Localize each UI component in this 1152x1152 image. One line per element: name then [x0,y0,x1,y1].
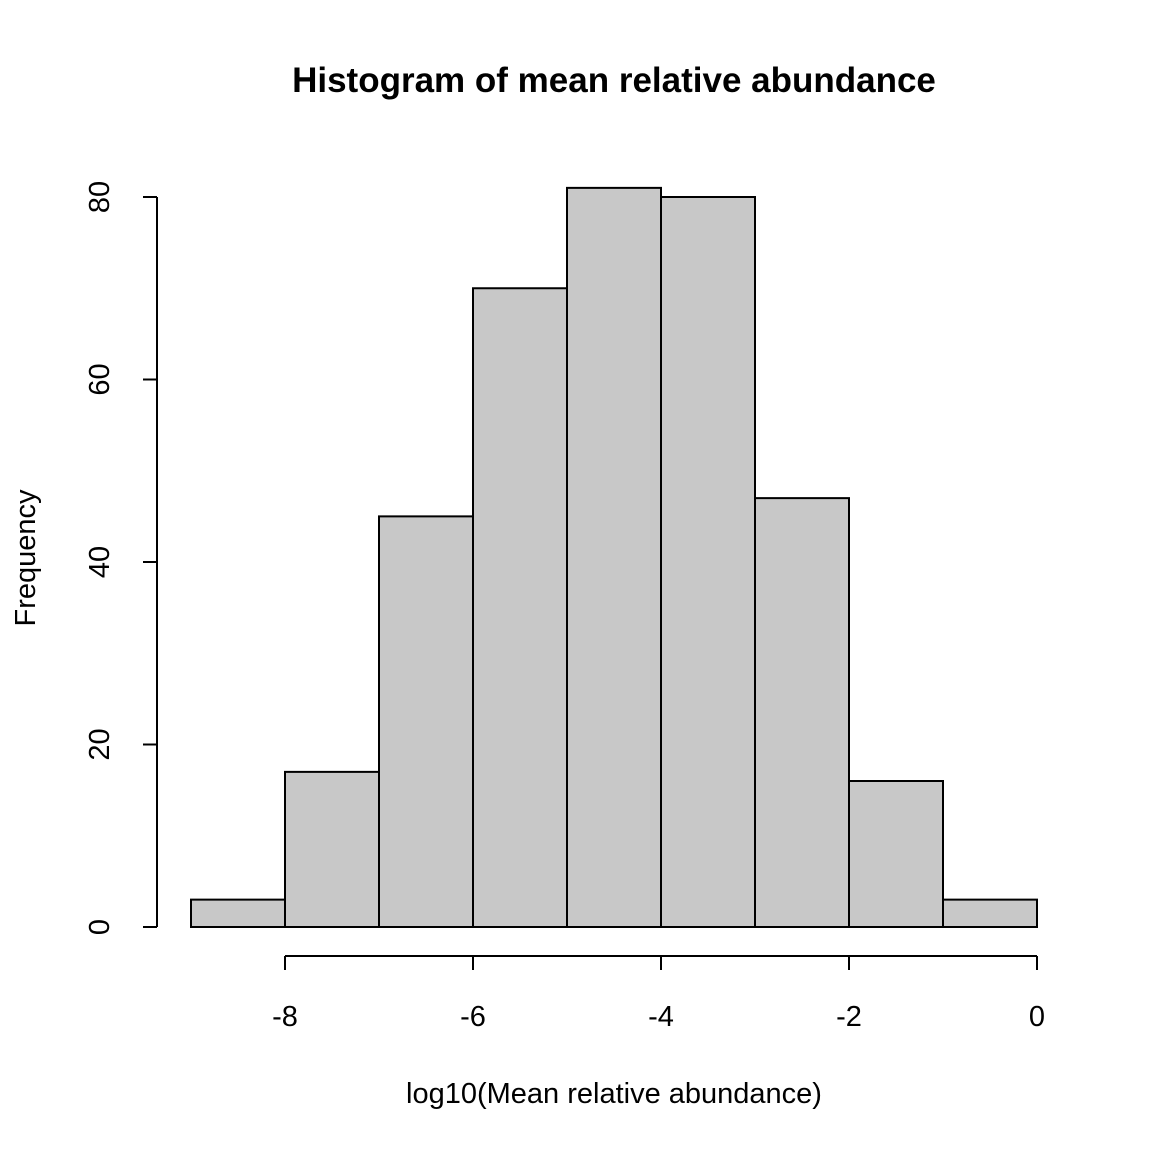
histogram-bars [190,186,1038,928]
y-tick-label: 80 [84,181,116,213]
histogram-bar [284,770,380,928]
x-axis-title: log10(Mean relative abundance) [406,1078,822,1110]
histogram-bar [378,515,474,928]
histogram-bar [754,497,850,928]
y-tick-label: 40 [84,546,116,578]
histogram-bar [566,186,662,928]
x-tick-label: -6 [460,1001,486,1033]
y-tick-label: 0 [84,919,116,935]
x-tick-label: -4 [648,1001,674,1033]
histogram-bar [848,780,944,928]
chart-title: Histogram of mean relative abundance [292,61,936,100]
x-tick-label: -8 [272,1001,298,1033]
histogram-bar [660,196,756,928]
x-tick-label: 0 [1029,1001,1045,1033]
histogram-bar [190,898,286,928]
x-axis: -8 -6 -4 -2 0 [272,955,1045,1033]
y-tick-label: 20 [84,728,116,760]
y-axis-title: Frequency [10,489,42,627]
x-tick-label: -2 [836,1001,862,1033]
histogram-bar [472,287,568,928]
y-tick-label: 60 [84,363,116,395]
y-axis: 0 20 40 60 80 [84,181,158,935]
histogram-bar [942,898,1038,928]
